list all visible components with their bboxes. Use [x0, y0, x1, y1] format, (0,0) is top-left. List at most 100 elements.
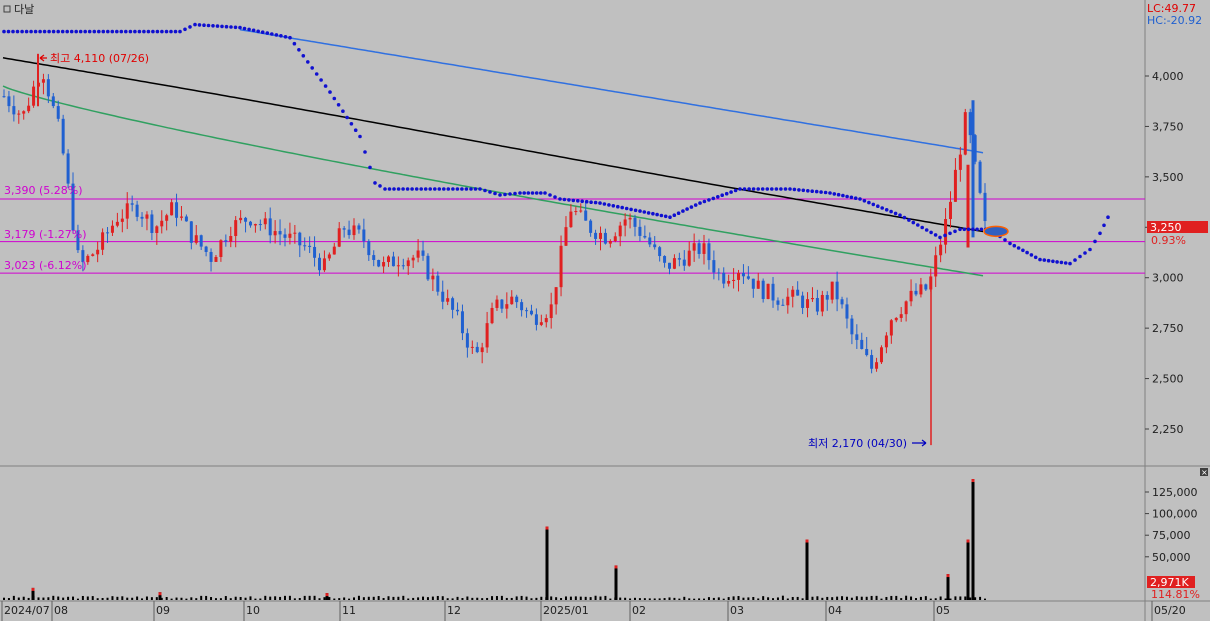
- psar-dot: [392, 187, 396, 191]
- psar-dot: [1012, 243, 1017, 248]
- timeframe-label[interactable]: 다날: [14, 3, 34, 16]
- volume-bar: [466, 596, 469, 600]
- volume-bar: [76, 598, 79, 600]
- volume-bar: [3, 597, 5, 600]
- psar-dot: [806, 189, 810, 193]
- candle-body: [598, 232, 602, 239]
- candle-body: [244, 217, 248, 222]
- psar-dot: [792, 187, 797, 192]
- candle-body: [889, 320, 893, 336]
- volume-bar: [944, 598, 947, 600]
- candle-body: [584, 210, 588, 221]
- psar-dot: [396, 187, 401, 191]
- psar-dot: [247, 27, 251, 32]
- time-tick-label: 2024/07: [4, 604, 50, 617]
- candle-body: [283, 234, 287, 238]
- volume-bar: [505, 597, 508, 600]
- candle-body: [431, 275, 435, 280]
- volume-bar: [678, 598, 681, 600]
- candle-body: [91, 254, 95, 256]
- candle-body: [958, 154, 962, 170]
- candle-body: [677, 258, 681, 260]
- candle-body: [293, 232, 297, 234]
- psar-dot: [260, 30, 265, 34]
- psar-dot: [383, 187, 387, 191]
- candle-body: [352, 225, 356, 236]
- psar-dot: [907, 218, 911, 222]
- candle-body: [746, 276, 750, 279]
- volume-bar: [555, 597, 558, 600]
- volume-bar: [141, 598, 144, 600]
- volume-bar: [249, 596, 252, 600]
- menu-box-icon[interactable]: [3, 5, 11, 13]
- psar-dot: [256, 29, 261, 34]
- candle-body: [253, 224, 257, 226]
- volume-bar: [712, 597, 715, 600]
- psar-dot: [92, 29, 97, 34]
- volume-bar: [422, 596, 425, 600]
- volume-bar: [929, 598, 932, 600]
- candle-body: [110, 225, 114, 233]
- psar-dot: [292, 41, 297, 46]
- candle-body: [899, 314, 903, 318]
- volume-bar: [560, 598, 563, 600]
- candle-body: [761, 280, 765, 299]
- volume-bar: [969, 597, 972, 600]
- volume-bar: [397, 596, 400, 600]
- candle-body: [22, 111, 26, 114]
- psar-dot: [562, 197, 567, 202]
- candle-body: [791, 289, 795, 297]
- psar-dot: [6, 29, 11, 34]
- psar-dot: [270, 32, 274, 36]
- volume-spike-cap: [946, 574, 950, 578]
- volume-bar: [22, 596, 25, 600]
- psar-dot: [1033, 255, 1038, 260]
- psar-dot: [681, 209, 685, 213]
- candle-body: [367, 241, 371, 256]
- volume-bar: [165, 596, 168, 600]
- close-volume-pane-icon[interactable]: [1200, 468, 1208, 476]
- psar-dot: [646, 211, 651, 215]
- volume-bar: [426, 597, 429, 600]
- candle-body: [165, 215, 169, 221]
- volume-bar: [382, 597, 385, 600]
- candle-body: [258, 224, 262, 226]
- psar-dot: [633, 208, 638, 213]
- volume-bar: [722, 598, 725, 600]
- candle-body: [613, 236, 617, 241]
- volume-bar: [495, 596, 498, 600]
- candle-body: [564, 227, 568, 246]
- psar-dot: [306, 60, 310, 64]
- psar-dot: [760, 187, 765, 191]
- psar-dot: [60, 29, 65, 34]
- candle-body: [608, 240, 612, 244]
- psar-dot: [1046, 258, 1051, 263]
- volume-bar: [111, 596, 114, 600]
- volume-bar: [964, 596, 967, 600]
- volume-bar: [145, 596, 148, 600]
- psar-dot: [133, 29, 137, 34]
- candle-body: [978, 161, 982, 193]
- volume-bar: [155, 597, 158, 600]
- candle-body: [884, 335, 888, 348]
- current-price: 3,250: [1150, 221, 1182, 234]
- current-volume: 2,971K: [1150, 576, 1189, 589]
- volume-bar: [747, 597, 750, 600]
- candle-body: [835, 281, 839, 300]
- psar-dot: [414, 187, 419, 191]
- candle-body: [416, 250, 420, 258]
- psar-dot: [716, 195, 720, 199]
- psar-dot: [689, 205, 694, 209]
- candle-body: [475, 346, 479, 353]
- psar-dot: [473, 187, 478, 191]
- psar-dot: [242, 26, 247, 31]
- volume-spike-cap: [966, 539, 970, 543]
- volume-bar: [781, 595, 784, 600]
- psar-dot: [638, 209, 642, 213]
- psar-dot: [659, 213, 664, 218]
- volume-spike-cap: [325, 593, 329, 597]
- psar-dot: [460, 187, 464, 191]
- volume-bar: [767, 597, 770, 600]
